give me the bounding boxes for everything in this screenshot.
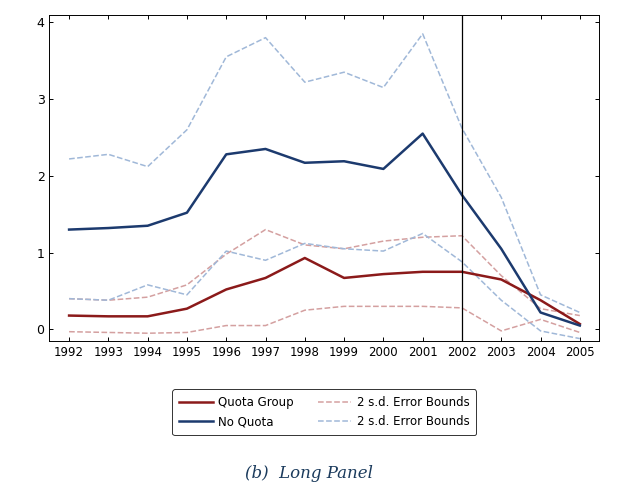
Legend: Quota Group, No Quota, 2 s.d. Error Bounds, 2 s.d. Error Bounds: Quota Group, No Quota, 2 s.d. Error Boun… bbox=[172, 389, 476, 435]
Text: (b)  Long Panel: (b) Long Panel bbox=[245, 465, 373, 482]
